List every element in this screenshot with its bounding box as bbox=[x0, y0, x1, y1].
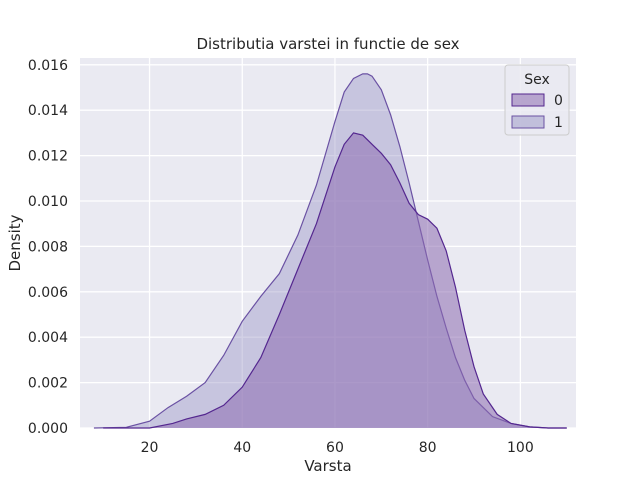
y-axis-label: Density bbox=[6, 214, 24, 271]
legend-label-1: 1 bbox=[554, 115, 563, 131]
legend: Sex 01 bbox=[504, 64, 570, 136]
density-areas bbox=[93, 73, 567, 429]
density-area-sex-0 bbox=[103, 132, 567, 428]
legend-label-0: 0 bbox=[554, 93, 563, 109]
legend-title: Sex bbox=[524, 72, 550, 88]
x-axis-label: Varsta bbox=[304, 457, 351, 475]
x-tick-label: 80 bbox=[419, 440, 437, 456]
legend-items: 01 bbox=[511, 93, 563, 131]
chart-title: Distributia varstei in functie de sex bbox=[196, 35, 459, 53]
y-axis-ticks: 0.000 0.002 0.004 0.006 0.008 0.010 0.012 0.014… bbox=[28, 58, 68, 437]
y-tick-label: 0.004 bbox=[28, 330, 68, 346]
y-tick-label: 0.016 bbox=[28, 58, 68, 74]
y-tick-label: 0.014 bbox=[28, 103, 68, 119]
y-tick-label: 0.010 bbox=[28, 194, 68, 210]
x-axis-ticks: 20 40 60 80 100 bbox=[141, 440, 534, 456]
x-tick-label: 40 bbox=[233, 440, 251, 456]
x-tick-label: 60 bbox=[326, 440, 344, 456]
y-tick-label: 0.006 bbox=[28, 285, 68, 301]
x-tick-label: 100 bbox=[507, 440, 534, 456]
density-line-sex-0 bbox=[103, 132, 567, 429]
legend-swatch-1 bbox=[511, 115, 545, 129]
y-tick-label: 0.012 bbox=[28, 149, 68, 165]
y-tick-label: 0.002 bbox=[28, 376, 68, 392]
x-tick-label: 20 bbox=[141, 440, 159, 456]
y-tick-label: 0.000 bbox=[28, 421, 68, 437]
legend-swatch-0 bbox=[511, 93, 545, 107]
y-tick-label: 0.008 bbox=[28, 239, 68, 255]
